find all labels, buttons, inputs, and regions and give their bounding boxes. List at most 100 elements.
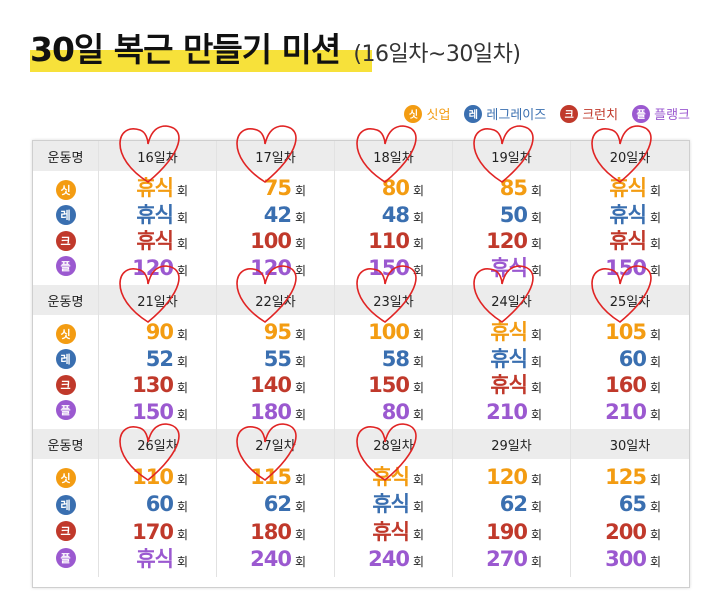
rep-count: 100 xyxy=(368,320,410,345)
row-label-header: 운동명 xyxy=(33,141,99,171)
squat-value: 80 회 xyxy=(335,175,452,201)
plank-value: 150 회 xyxy=(99,399,216,425)
rep-count: 300 xyxy=(605,547,647,572)
leg-value: 65 회 xyxy=(571,491,689,517)
situp-badge-icon: 싯 xyxy=(404,104,423,123)
unit-label: 회 xyxy=(649,527,661,542)
legend-label: 크런치 xyxy=(582,108,619,123)
plank-badge-icon: 플 xyxy=(55,256,76,277)
rep-count: 150 xyxy=(132,399,174,424)
rep-count: 55 xyxy=(263,346,292,371)
leg-value: 휴식 회 xyxy=(99,202,216,228)
unit-label: 회 xyxy=(530,354,542,369)
unit-label: 회 xyxy=(530,184,542,199)
rep-count: 180 xyxy=(250,399,292,424)
day-header: 27일차 xyxy=(217,429,335,459)
rep-count: 58 xyxy=(381,346,410,371)
squat-value: 110 회 xyxy=(99,464,216,490)
unit-label: 회 xyxy=(530,500,542,515)
unit-label: 회 xyxy=(649,381,661,396)
rep-count: 휴식 xyxy=(372,492,410,517)
day-header: 26일차 xyxy=(99,429,217,459)
leg-badge-icon: 레 xyxy=(55,349,76,370)
leg-value: 50 회 xyxy=(453,202,570,228)
unit-label: 회 xyxy=(412,407,424,422)
legend-label: 싯업 xyxy=(426,108,451,123)
crunch-value: 휴식 회 xyxy=(99,228,216,254)
unit-label: 회 xyxy=(176,263,188,278)
squat-value: 115 회 xyxy=(217,464,334,490)
legend-item-legraise: 레 레그레이즈 xyxy=(464,104,546,123)
crunch-value: 140 회 xyxy=(217,372,334,398)
crunch-badge-icon: 크 xyxy=(55,230,76,251)
day-cell: 100 회 58 회 150 회 80 회 xyxy=(335,315,453,429)
plank-value: 150 회 xyxy=(571,255,689,281)
unit-label: 회 xyxy=(294,263,306,278)
day-cell: 115 회 62 회 180 회 240 회 xyxy=(217,459,335,577)
unit-label: 회 xyxy=(176,527,188,542)
squat-value: 100 회 xyxy=(335,319,452,345)
rep-count: 휴식 xyxy=(609,176,647,201)
leg-value: 휴식 회 xyxy=(335,491,452,517)
rep-count: 휴식 xyxy=(136,547,174,572)
leg-value: 58 회 xyxy=(335,346,452,372)
unit-label: 회 xyxy=(649,354,661,369)
unit-label: 회 xyxy=(530,472,542,487)
crunch-badge-icon: 크 xyxy=(55,374,76,395)
plank-badge-icon: 플 xyxy=(55,400,76,421)
plank-value: 120 회 xyxy=(217,255,334,281)
rep-count: 150 xyxy=(605,255,647,280)
rep-count: 170 xyxy=(132,519,174,544)
legraise-badge-icon: 레 xyxy=(464,104,483,123)
rep-count: 150 xyxy=(368,373,410,398)
unit-label: 회 xyxy=(412,210,424,225)
unit-label: 회 xyxy=(412,328,424,343)
rep-count: 62 xyxy=(499,492,528,517)
unit-label: 회 xyxy=(530,381,542,396)
rep-count: 270 xyxy=(486,547,528,572)
title-highlight xyxy=(30,50,372,72)
rep-count: 휴식 xyxy=(372,519,410,544)
legend-label: 레그레이즈 xyxy=(486,108,547,123)
unit-label: 회 xyxy=(412,354,424,369)
unit-label: 회 xyxy=(412,263,424,278)
unit-label: 회 xyxy=(294,210,306,225)
unit-label: 회 xyxy=(176,210,188,225)
rep-count: 휴식 xyxy=(372,464,410,489)
rep-count: 115 xyxy=(250,464,292,489)
crunch-value: 190 회 xyxy=(453,519,570,545)
rep-count: 200 xyxy=(605,519,647,544)
crunch-value: 180 회 xyxy=(217,519,334,545)
unit-label: 회 xyxy=(412,472,424,487)
rep-count: 130 xyxy=(132,373,174,398)
rep-count: 240 xyxy=(250,547,292,572)
unit-label: 회 xyxy=(294,407,306,422)
unit-label: 회 xyxy=(176,184,188,199)
plank-value: 휴식 회 xyxy=(453,255,570,281)
day-header: 29일차 xyxy=(453,429,571,459)
legend-label: 플랭크 xyxy=(654,108,690,123)
rep-count: 180 xyxy=(250,519,292,544)
rep-count: 휴식 xyxy=(490,255,528,280)
row-label-header: 운동명 xyxy=(33,285,99,315)
crunch-value: 150 회 xyxy=(335,372,452,398)
rep-count: 210 xyxy=(486,399,528,424)
plank-value: 210 회 xyxy=(571,399,689,425)
day-header: 20일차 xyxy=(571,141,689,171)
squat-value: 휴식 회 xyxy=(335,464,452,490)
unit-label: 회 xyxy=(176,381,188,396)
rep-count: 휴식 xyxy=(609,229,647,254)
leg-badge-icon: 레 xyxy=(55,494,76,515)
rep-count: 65 xyxy=(618,492,647,517)
day-header: 19일차 xyxy=(453,141,571,171)
unit-label: 회 xyxy=(649,500,661,515)
leg-value: 52 회 xyxy=(99,346,216,372)
unit-label: 회 xyxy=(530,237,542,252)
day-cell: 90 회 52 회 130 회 150 회 xyxy=(99,315,217,429)
day-cell: 95 회 55 회 140 회 180 회 xyxy=(217,315,335,429)
plank-value: 240 회 xyxy=(335,546,452,572)
rep-count: 110 xyxy=(368,229,410,254)
crunch-value: 휴식 회 xyxy=(571,228,689,254)
rep-count: 140 xyxy=(250,373,292,398)
